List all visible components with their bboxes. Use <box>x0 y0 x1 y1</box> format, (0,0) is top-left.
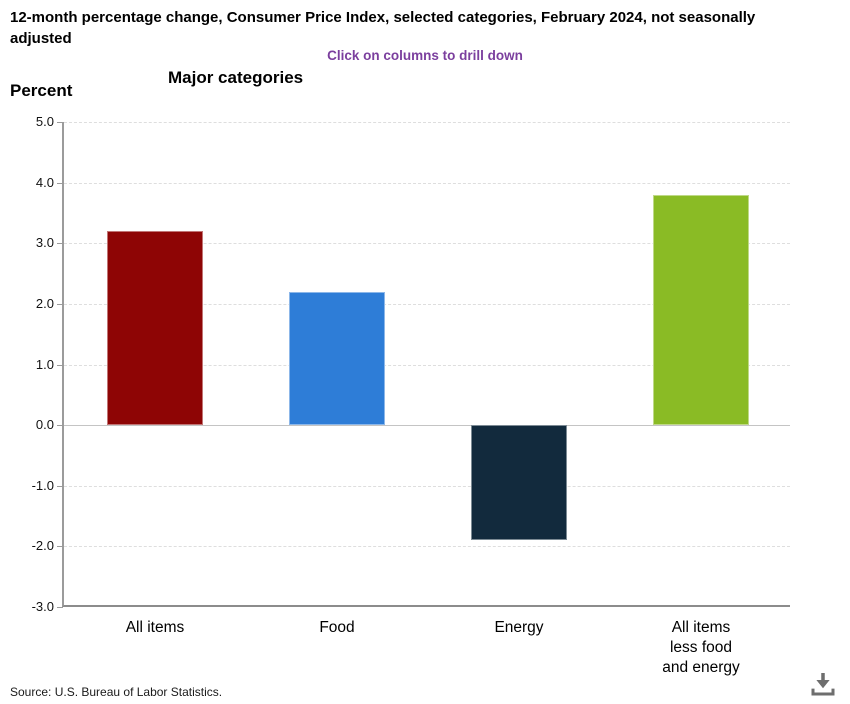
y-tick-mark <box>57 243 63 245</box>
gridline <box>64 122 790 123</box>
y-tick-mark <box>57 364 63 366</box>
y-tick-label: -1.0 <box>31 477 54 493</box>
drilldown-hint: Click on columns to drill down <box>327 48 523 63</box>
x-category-label-all-items: All items <box>125 619 185 636</box>
gridline <box>64 485 790 487</box>
y-tick-label: 1.0 <box>35 356 54 372</box>
y-axis-unit-label: Percent <box>10 81 73 100</box>
y-tick-label: 3.0 <box>35 235 54 251</box>
download-button[interactable] <box>805 666 841 700</box>
bar-food[interactable] <box>289 291 385 426</box>
gridline <box>64 546 790 548</box>
y-tick-mark <box>57 546 63 548</box>
gridline <box>64 303 790 305</box>
y-tick-label: -3.0 <box>31 599 54 614</box>
chart-main-title: 12-month percentage change, Consumer Pri… <box>10 9 756 47</box>
y-tick-label: 0.0 <box>35 417 54 433</box>
source-note: Source: U.S. Bureau of Labor Statistics. <box>10 685 223 699</box>
gridline <box>64 243 790 245</box>
y-tick-label: 4.0 <box>35 174 54 190</box>
y-tick-label: 2.0 <box>35 295 54 311</box>
y-tick-mark <box>57 303 63 305</box>
gridline <box>64 364 790 366</box>
bar-all-items[interactable] <box>107 231 203 426</box>
zero-gridline <box>64 425 790 427</box>
x-category-label-all-items-less-food-and-energy: All items less food and energy <box>662 619 740 676</box>
y-tick-label: 5.0 <box>35 114 54 129</box>
y-tick-mark <box>57 485 63 487</box>
download-icon <box>808 668 838 698</box>
gridline <box>64 182 790 184</box>
bar-energy[interactable] <box>471 425 567 541</box>
x-category-label-food: Food <box>319 619 355 636</box>
plot-title: Major categories <box>168 68 304 87</box>
y-tick-label: -2.0 <box>31 538 54 554</box>
y-tick-mark <box>57 425 63 427</box>
y-tick-mark <box>57 122 63 123</box>
y-tick-mark <box>57 182 63 184</box>
y-tick-mark <box>57 607 63 608</box>
plot-area: 5.0 4.0 3.0 2.0 1.0 0.0 -1.0 -2.0 -3.0 All items F… <box>32 114 790 676</box>
bar-all-items-less-food-and-energy[interactable] <box>653 194 749 426</box>
x-category-label-energy: Energy <box>494 619 544 636</box>
